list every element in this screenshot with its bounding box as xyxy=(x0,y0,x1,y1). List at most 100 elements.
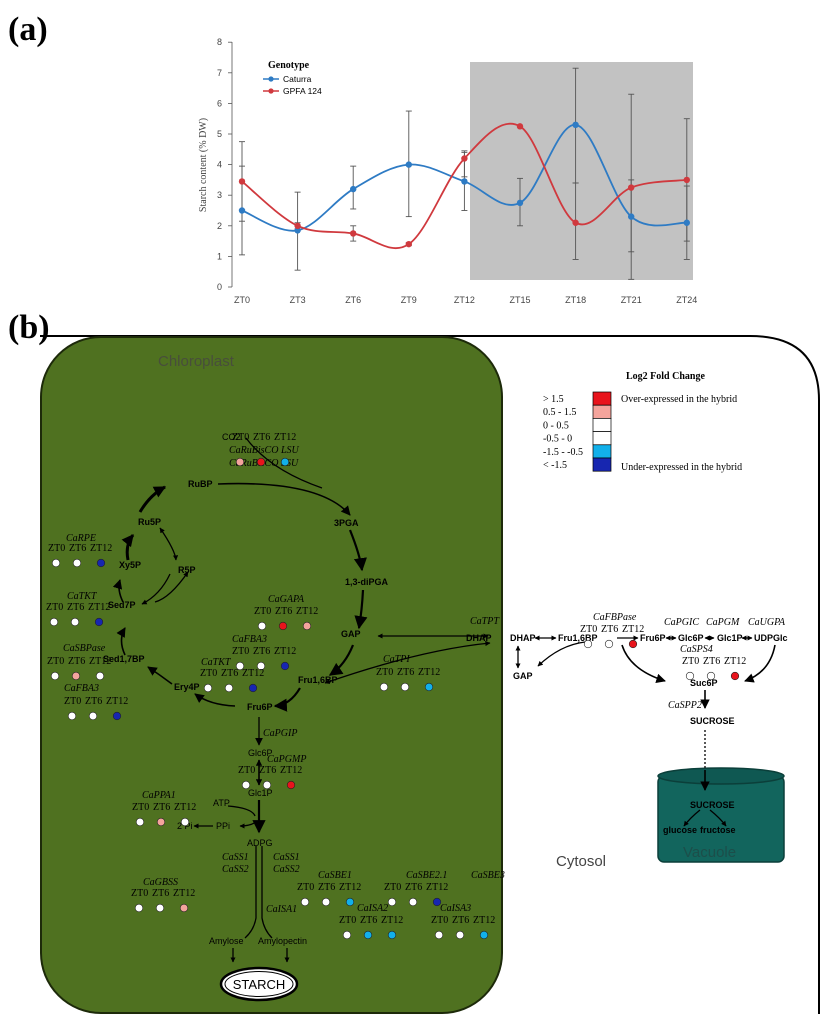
night-shaded-region xyxy=(470,62,693,280)
expression-group-casbe2-1: ZT0 ZT6 ZT12 xyxy=(384,882,448,907)
legend-marker-gpfa124 xyxy=(268,88,274,94)
cytosol-label: Cytosol xyxy=(556,853,606,870)
timepoint-label: ZT6 xyxy=(259,765,276,776)
enzyme-caugpa: CaUGPA xyxy=(748,617,786,628)
timepoint-label: ZT6 xyxy=(152,888,169,899)
timepoint-label: ZT6 xyxy=(67,602,84,613)
enzyme-capgmp: CaPGMP xyxy=(267,754,306,765)
metabolite-suc6p: Suc6P xyxy=(690,678,718,688)
y-tick-label: 7 xyxy=(217,68,222,78)
enzyme-cafbpase: CaFBPase xyxy=(593,612,637,623)
timepoint-label: ZT0 xyxy=(46,602,63,613)
legend-label-caturra: Caturra xyxy=(283,74,312,84)
data-point-gpfa-124 xyxy=(405,240,412,248)
enzyme-capgip: CaPGIP xyxy=(263,728,297,739)
expression-dot-blue xyxy=(112,711,122,721)
timepoint-label: ZT6 xyxy=(69,543,86,554)
expression-group-casbe1: ZT0 ZT6 ZT12 xyxy=(297,882,361,907)
expression-dot-red xyxy=(278,621,288,631)
timepoint-label: ZT6 xyxy=(275,606,292,617)
timepoint-label: ZT0 xyxy=(232,646,249,657)
timepoint-label: ZT12 xyxy=(174,802,196,813)
legend-under: Under-expressed in the hybrid xyxy=(621,462,742,473)
expression-dot-white xyxy=(387,897,397,907)
legend-swatch-5 xyxy=(592,444,612,459)
expression-dot-white xyxy=(379,682,389,692)
metabolite-pga3: 3PGA xyxy=(334,518,359,528)
expression-dot-white xyxy=(67,711,77,721)
enzyme-catpt: CaTPT xyxy=(470,616,500,627)
enzyme-cagbss: CaGBSS xyxy=(143,877,178,888)
timepoint-label: ZT12 xyxy=(274,432,296,443)
metabolite-adpg: ADPG xyxy=(247,838,273,848)
vacuole-label: Vacuole xyxy=(683,844,736,861)
enzyme-casbpase: CaSBPase xyxy=(63,643,106,654)
expression-dot-white xyxy=(400,682,410,692)
data-point-gpfa-124 xyxy=(516,123,524,130)
timepoint-label: ZT0 xyxy=(431,915,448,926)
timepoint-label: ZT0 xyxy=(48,543,65,554)
metabolite-xy5p: Xy5P xyxy=(119,560,141,570)
fold-change-legend: Log2 Fold Change > 1.5 0.5 - 1.5 0 - 0.5 -0… xyxy=(543,371,742,473)
timepoint-label: ZT0 xyxy=(254,606,271,617)
metabolite-gap-c: GAP xyxy=(513,671,533,681)
data-point-gpfa-124 xyxy=(572,219,579,226)
metabolite-fru6p-c: Fru6P xyxy=(640,633,666,643)
expression-group-cafba3: ZT0 ZT6 ZT12 xyxy=(64,696,128,721)
expression-group-casbpase: ZT0 ZT6 ZT12 xyxy=(47,656,111,681)
expression-dot-white xyxy=(203,683,213,693)
expression-group-cagapa: ZT0 ZT6 ZT12 xyxy=(254,606,318,631)
metabolite-starch: STARCH xyxy=(233,977,285,992)
data-point-gpfa-124 xyxy=(350,230,357,237)
expression-dot-pink xyxy=(235,457,245,467)
expression-dot-white xyxy=(135,817,145,827)
timepoint-label: ZT0 xyxy=(384,882,401,893)
legend-swatch-3 xyxy=(592,418,612,432)
metabolite-ery4p: Ery4P xyxy=(174,682,200,692)
timepoint-label: ZT0 xyxy=(200,668,217,679)
metabolite-fru6p: Fru6P xyxy=(247,702,273,712)
expression-group-caisa3: ZT0 ZT6 ZT12 xyxy=(431,915,495,940)
metabolite-glc1p-c: Glc1P xyxy=(717,633,743,643)
timepoint-label: ZT12 xyxy=(274,646,296,657)
timepoint-label: ZT0 xyxy=(64,696,81,707)
timepoint-label: ZT6 xyxy=(397,667,414,678)
expression-dot-white xyxy=(134,903,144,913)
data-point-caturra xyxy=(405,161,412,168)
metabolite-amylopectin: Amylopectin xyxy=(258,936,307,946)
expression-group-catpi: ZT0 ZT6 ZT12 xyxy=(376,667,440,692)
enzyme-casps4: CaSPS4 xyxy=(680,644,713,655)
timepoint-label: ZT6 xyxy=(68,656,85,667)
metabolite-fru16bp: Fru1,6BP xyxy=(298,675,338,685)
cell-outline xyxy=(40,335,820,1014)
expression-dot-blue xyxy=(280,661,290,671)
legend-swatch-1 xyxy=(592,391,612,406)
legend-bin-label: < -1.5 xyxy=(543,460,567,471)
legend-fc-title: Log2 Fold Change xyxy=(626,371,705,382)
metabolite-glc6p: Glc6P xyxy=(248,748,273,758)
expression-group-carubisco-ssu xyxy=(235,457,290,467)
metabolite-dhap: DHAP xyxy=(510,633,536,643)
legend-swatch-4 xyxy=(592,431,612,446)
metabolite-gap: GAP xyxy=(341,629,361,639)
legend-swatch-2 xyxy=(592,404,612,419)
panel-a-label: (a) xyxy=(8,11,48,48)
timepoint-label: ZT12 xyxy=(89,656,111,667)
expression-dot-white xyxy=(300,897,310,907)
enzyme-casbe2-1: CaSBE2.1 xyxy=(406,870,447,881)
metabolite-amylose: Amylose xyxy=(209,936,244,946)
enzyme-cafba3: CaFBA3 xyxy=(232,634,267,645)
data-point-caturra xyxy=(628,213,635,220)
expression-dot-pink xyxy=(302,621,312,631)
enzyme-caisa2: CaISA2 xyxy=(357,903,388,914)
expression-dot-white xyxy=(88,711,98,721)
legend-label-gpfa124: GPFA 124 xyxy=(283,86,322,96)
timepoint-label: ZT6 xyxy=(405,882,422,893)
expression-group-caisa2: ZT0 ZT6 ZT12 xyxy=(339,915,403,940)
timepoint-label: ZT12 xyxy=(88,602,110,613)
y-tick-label: 5 xyxy=(217,129,222,139)
expression-dot-white xyxy=(321,897,331,907)
metabolite-glc1p: Glc1P xyxy=(248,788,273,798)
timepoint-label: ZT12 xyxy=(296,606,318,617)
metabolite-rubp: RuBP xyxy=(188,479,213,489)
